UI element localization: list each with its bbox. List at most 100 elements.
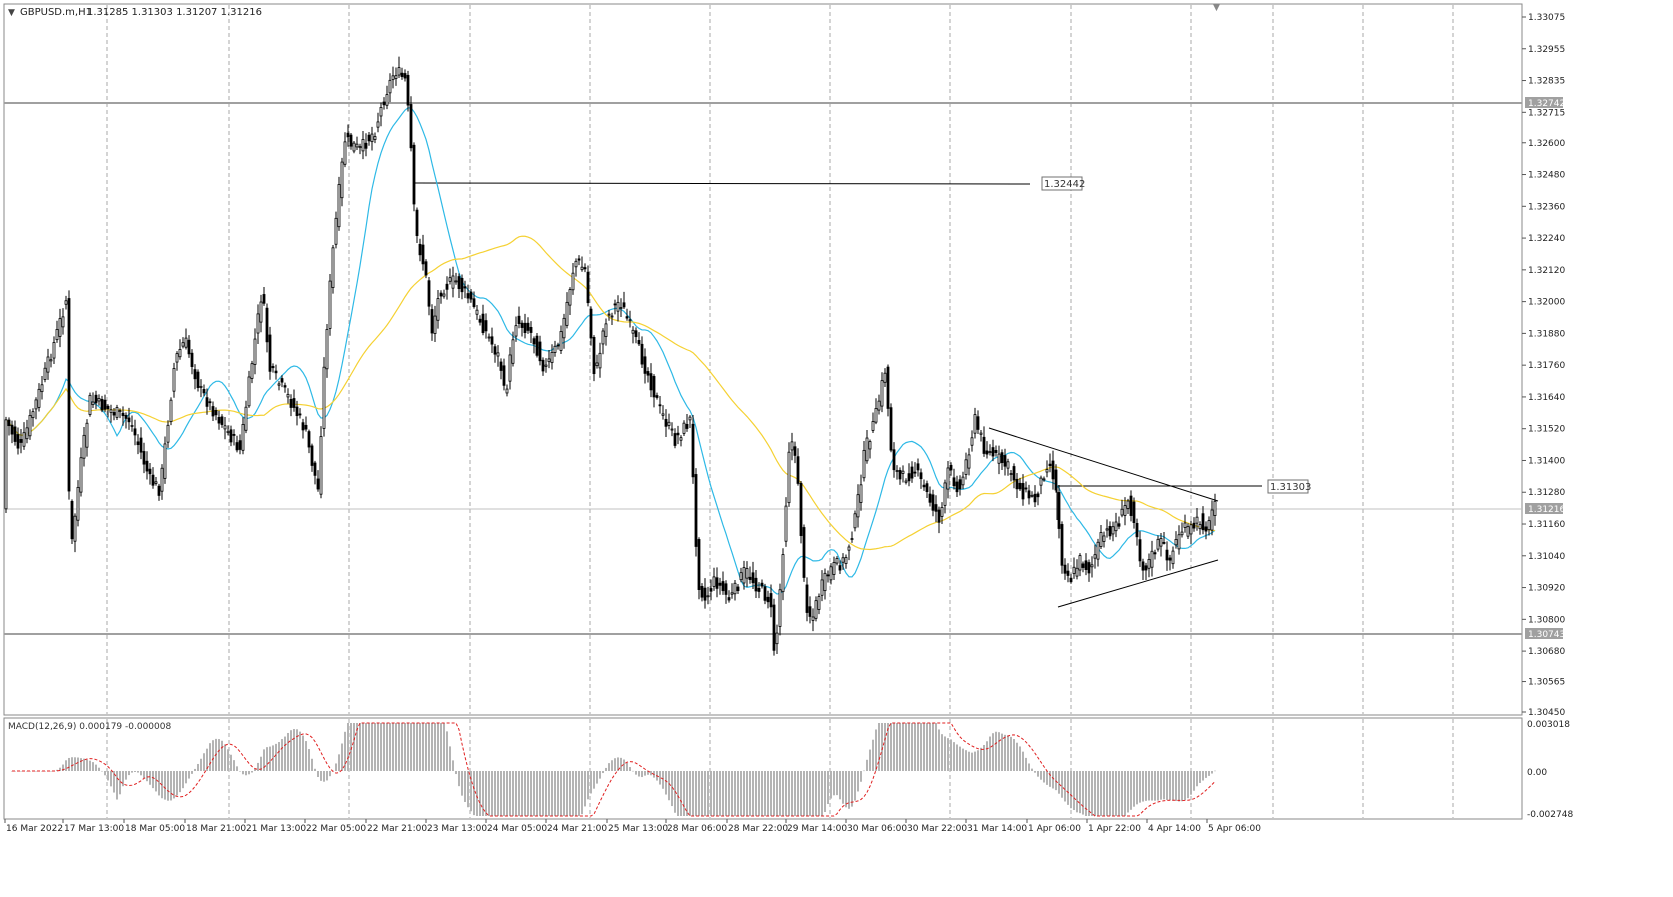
candle-body [1138,539,1142,562]
candle-body [274,370,278,374]
candle-body [217,417,221,424]
candle-body [1087,562,1091,574]
candle-body [937,509,941,523]
candle-body [643,356,647,374]
candle-body [637,340,641,345]
candle-body [934,504,938,512]
candle-body [238,440,242,450]
candle-body [1024,487,1028,490]
macd-histogram-bar [932,723,934,771]
candle-body [412,144,416,205]
macd-histogram-bar [776,771,778,816]
macd-histogram-bar [539,771,541,816]
macd-histogram-bar [974,751,976,771]
candle-body [385,94,389,106]
candle-body [1060,524,1064,566]
candle-body [250,363,254,379]
macd-histogram-bar [251,771,253,773]
candle-body [151,474,155,486]
macd-histogram-bar [65,760,67,771]
macd-histogram-bar [902,723,904,771]
candle-body [943,482,947,506]
candle-body [727,597,731,601]
macd-histogram-bar [890,723,892,771]
macd-histogram-bar [590,771,592,794]
time-tick-label: 1 Apr 22:00 [1088,824,1141,834]
macd-histogram-bar [944,736,946,771]
macd-histogram-bar [569,771,571,816]
candle-body [1207,520,1211,531]
price-tick-label: 1.30800 [1528,615,1565,625]
macd-histogram-bar [248,771,250,775]
candle-body [1186,526,1190,537]
macd-histogram-bar [758,771,760,816]
candle-body [52,342,56,359]
macd-histogram-bar [725,771,727,816]
candle-body [301,422,305,431]
candle-body [160,467,164,492]
candle-body [97,397,101,402]
shift-marker-icon[interactable]: ▼ [1213,3,1220,13]
candle-body [550,351,554,364]
macd-histogram-bar [1115,771,1117,816]
macd-histogram-bar [911,723,913,771]
candle-body [907,473,911,482]
macd-histogram-bar [524,771,526,816]
macd-histogram-bar [722,771,724,816]
candle-body [88,394,92,415]
candle-body [871,421,875,431]
candle-body [22,432,26,447]
candle-body [685,424,689,429]
candle-body [1168,557,1172,561]
macd-histogram-bar [899,723,901,771]
candle-body [985,450,989,455]
candle-body [466,293,470,299]
candle-body [1141,561,1145,571]
candle-body [1006,461,1010,469]
candle-body [1066,570,1070,576]
macd-histogram-bar [302,735,304,771]
candle-body [1039,477,1043,486]
candle-body [415,209,419,236]
macd-histogram-bar [365,723,367,771]
candle-body [1195,516,1199,524]
candle-body [568,289,572,306]
candle-body [340,161,344,199]
macd-histogram-bar [185,771,187,784]
candle-body [136,441,140,446]
chart-menu-arrow-icon[interactable]: ▼ [8,8,15,18]
lower-trendline [1057,559,1219,608]
macd-histogram-bar [1184,771,1186,801]
price-tick-label: 1.32240 [1528,234,1565,244]
macd-histogram-bar [881,723,883,771]
candle-body [898,469,902,480]
time-tick-label: 16 Mar 2022 [6,824,63,834]
macd-histogram-bar [368,723,370,771]
candle-body [673,433,677,446]
price-tick-label: 1.30565 [1528,678,1565,688]
candle-body [1093,554,1097,559]
candle-body [241,423,245,451]
candle-body [1096,541,1100,560]
candle-body [595,362,599,367]
macd-histogram-bar [257,762,259,771]
macd-histogram-bar [272,745,274,771]
price-axis[interactable]: 1.33075 1.32955 1.32835 1.32715 1.32600 1.324… [1522,13,1565,718]
candle-body [133,428,137,436]
macd-histogram-bar [203,753,205,771]
candle-body [496,352,500,357]
candle-body [808,606,812,617]
macd-histogram-bar [677,771,679,816]
candle-body [49,359,53,362]
macd-histogram-bar [626,762,628,771]
candle-body [109,409,113,413]
candle-body [535,335,539,356]
candle-body [961,476,965,486]
macd-histogram-bar [1208,771,1210,776]
time-axis[interactable]: 16 Mar 2022 17 Mar 13:00 18 Mar 05:00 18 Ma… [4,819,1261,834]
macd-histogram-bar [206,748,208,771]
macd-histogram-bar [419,723,421,771]
time-tick-label: 22 Mar 21:00 [367,824,427,834]
macd-histogram-bar [839,771,841,800]
